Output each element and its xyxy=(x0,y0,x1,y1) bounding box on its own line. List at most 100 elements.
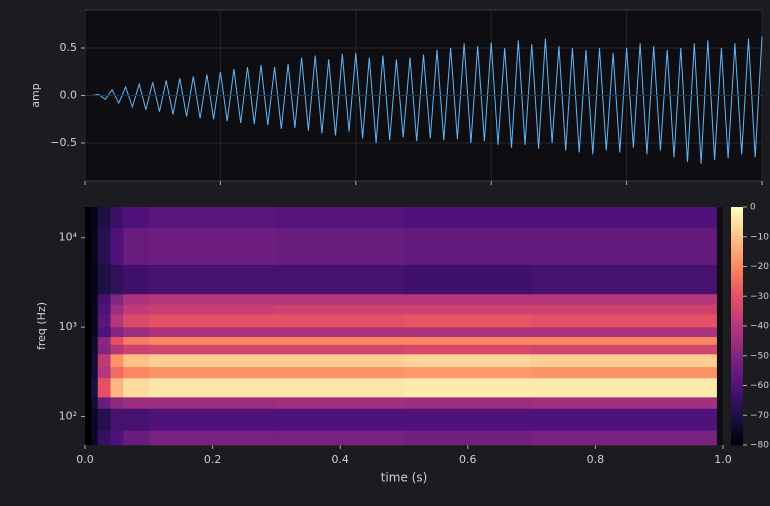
heatmap-cell xyxy=(85,397,92,409)
heatmap-cell xyxy=(85,354,92,368)
heatmap-cell xyxy=(110,304,124,315)
heatmap-cell xyxy=(91,377,99,398)
colorbar-step xyxy=(731,389,743,394)
heatmap-cell xyxy=(404,397,532,409)
heatmap-cell xyxy=(85,408,92,431)
colorbar-step xyxy=(731,246,743,252)
heatmap-cell xyxy=(85,314,92,328)
colorbar-step xyxy=(731,433,743,438)
heatmap-cell xyxy=(276,344,405,355)
heatmap-cell xyxy=(148,264,277,295)
heatmap-cell xyxy=(404,314,532,328)
heatmap-cell xyxy=(85,293,92,305)
y-tick-label: 0.5 xyxy=(60,41,78,54)
heatmap-cell xyxy=(404,377,532,398)
heatmap-cell xyxy=(91,207,99,228)
y-tick-label: 10³ xyxy=(59,320,77,333)
heatmap-cell xyxy=(123,397,150,409)
heatmap-cell xyxy=(97,264,111,295)
colorbar-step xyxy=(731,286,743,291)
heatmap-cell xyxy=(404,227,532,265)
heatmap-cell xyxy=(531,344,717,355)
heatmap-cell xyxy=(85,264,92,295)
colorbar-step xyxy=(731,310,743,315)
heatmap-cell xyxy=(123,408,150,431)
heatmap-cell xyxy=(404,366,532,379)
colorbar-step xyxy=(731,318,743,323)
colorbar-step xyxy=(731,242,743,248)
heatmap-cell xyxy=(110,336,124,345)
colorbar-step xyxy=(731,353,743,359)
colorbar-step xyxy=(731,329,743,335)
heatmap-cell xyxy=(85,207,92,228)
heatmap-cell xyxy=(110,227,124,265)
heatmap-cell xyxy=(85,377,92,398)
heatmap-cell xyxy=(531,366,717,379)
heatmap-cell xyxy=(404,293,532,305)
heatmap-cell xyxy=(276,227,405,265)
heatmap-cell xyxy=(148,227,277,265)
heatmap-cell xyxy=(531,314,717,328)
heatmap-cell xyxy=(276,264,405,295)
heatmap-cell xyxy=(123,227,150,265)
colorbar-step xyxy=(731,230,743,236)
colorbar-tick-label: −70 xyxy=(750,411,769,421)
heatmap-cell xyxy=(91,314,99,328)
heatmap-cell xyxy=(531,293,717,305)
colorbar-step xyxy=(731,377,743,383)
heatmap-cell xyxy=(123,377,150,398)
heatmap-cell xyxy=(85,227,92,265)
heatmap-cell xyxy=(531,408,717,431)
heatmap-cell xyxy=(531,227,717,265)
heatmap-cell xyxy=(404,207,532,228)
colorbar-tick-label: −60 xyxy=(750,381,769,391)
heatmap-cell xyxy=(531,354,717,368)
x-tick-label: 0.0 xyxy=(76,453,94,466)
heatmap-cell xyxy=(404,304,532,315)
heatmap-cell xyxy=(91,354,99,368)
heatmap-cell xyxy=(97,293,111,305)
colorbar-step xyxy=(731,373,743,379)
heatmap-cell xyxy=(148,293,277,305)
heatmap-cell xyxy=(531,264,717,295)
heatmap-cell xyxy=(123,366,150,379)
colorbar-tick-label: −20 xyxy=(750,262,769,272)
colorbar-step xyxy=(731,218,743,224)
colorbar-step xyxy=(731,254,743,260)
x-tick-label: 0.2 xyxy=(204,453,222,466)
heatmap-cell xyxy=(85,336,92,345)
colorbar-step xyxy=(731,385,743,390)
colorbar-tick-label: −40 xyxy=(750,322,769,332)
colorbar-step xyxy=(731,262,743,267)
y-axis-label: freq (Hz) xyxy=(35,302,48,350)
heatmap-cell xyxy=(110,293,124,305)
colorbar-step xyxy=(731,274,743,279)
colorbar-step xyxy=(731,306,743,311)
heatmap-cell xyxy=(123,354,150,368)
heatmap-cell xyxy=(110,377,124,398)
heatmap-cell xyxy=(276,293,405,305)
heatmap-cell xyxy=(91,336,99,345)
colorbar-step xyxy=(731,326,743,331)
colorbar-step xyxy=(731,413,743,418)
colorbar-tick-label: −80 xyxy=(750,441,769,451)
heatmap-cell xyxy=(123,336,150,345)
heatmap-cell xyxy=(123,314,150,328)
heatmap-cell xyxy=(276,366,405,379)
heatmap-cell xyxy=(91,227,99,265)
heatmap-cell xyxy=(404,430,532,446)
colorbar-step xyxy=(731,429,743,434)
heatmap-cell xyxy=(97,336,111,345)
heatmap-cell xyxy=(148,377,277,398)
y-tick-label: 10² xyxy=(59,410,77,423)
heatmap-cell xyxy=(97,377,111,398)
heatmap-cell xyxy=(404,354,532,368)
colorbar: 0 −10 −20 −30 −40 −50 −60 −70 −80 xyxy=(731,203,769,451)
heatmap-cell xyxy=(110,354,124,368)
colorbar-step xyxy=(731,361,743,367)
heatmap-cell xyxy=(148,344,277,355)
heatmap-cell xyxy=(110,344,124,355)
colorbar-step xyxy=(731,298,743,303)
colorbar-step xyxy=(731,441,743,446)
